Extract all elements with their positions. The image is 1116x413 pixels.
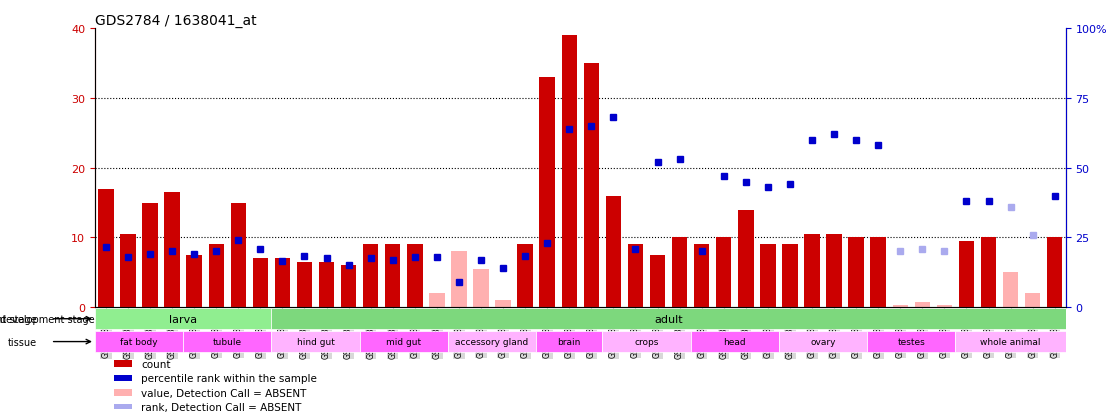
Bar <box>297 262 312 308</box>
Bar <box>848 238 864 308</box>
Bar <box>955 332 1066 352</box>
Bar <box>981 238 997 308</box>
Bar <box>340 266 356 308</box>
Bar <box>1024 294 1040 308</box>
Bar <box>448 332 536 352</box>
Text: value, Detection Call = ABSENT: value, Detection Call = ABSENT <box>142 388 307 398</box>
Bar <box>805 235 820 308</box>
Text: GDS2784 / 1638041_at: GDS2784 / 1638041_at <box>95 14 257 28</box>
Bar <box>271 309 1066 329</box>
Bar <box>779 332 867 352</box>
Text: adult: adult <box>654 314 683 324</box>
Bar <box>209 245 224 308</box>
Bar <box>716 238 731 308</box>
Bar <box>650 255 665 308</box>
Text: head: head <box>723 337 747 346</box>
Bar <box>536 332 603 352</box>
Text: tubule: tubule <box>213 337 242 346</box>
Bar <box>275 259 290 308</box>
Bar <box>915 302 930 308</box>
Bar <box>183 332 271 352</box>
Bar <box>95 332 183 352</box>
Bar <box>164 192 180 308</box>
Bar <box>385 245 401 308</box>
Bar <box>606 196 622 308</box>
Bar <box>496 301 511 308</box>
Text: hind gut: hind gut <box>297 337 335 346</box>
Bar <box>430 294 444 308</box>
Text: percentile rank within the sample: percentile rank within the sample <box>142 373 317 383</box>
Bar <box>782 245 798 308</box>
Text: fat body: fat body <box>121 337 157 346</box>
Bar <box>319 262 335 308</box>
Bar <box>518 245 532 308</box>
Bar <box>407 245 423 308</box>
Bar <box>271 332 359 352</box>
Bar <box>691 332 779 352</box>
Bar <box>95 309 271 329</box>
Bar <box>694 245 710 308</box>
Bar <box>114 389 132 396</box>
Bar <box>143 203 157 308</box>
Bar <box>561 36 577 308</box>
Text: brain: brain <box>558 337 581 346</box>
Text: mid gut: mid gut <box>386 337 422 346</box>
Text: rank, Detection Call = ABSENT: rank, Detection Call = ABSENT <box>142 402 301 412</box>
Bar <box>359 332 448 352</box>
Bar <box>738 210 753 308</box>
Bar <box>252 259 268 308</box>
Text: accessory gland: accessory gland <box>455 337 529 346</box>
Bar <box>473 269 489 308</box>
Bar <box>1003 273 1018 308</box>
Bar <box>672 238 687 308</box>
Bar <box>959 241 974 308</box>
Bar <box>114 404 132 411</box>
Bar <box>867 332 955 352</box>
Bar <box>186 255 202 308</box>
Bar <box>98 189 114 308</box>
Text: ovary: ovary <box>810 337 836 346</box>
Bar <box>114 361 132 367</box>
Text: larva: larva <box>169 314 198 324</box>
Text: whole animal: whole animal <box>980 337 1041 346</box>
Bar <box>870 238 886 308</box>
Bar <box>826 235 841 308</box>
Text: testes: testes <box>897 337 925 346</box>
Bar <box>628 245 643 308</box>
Bar <box>584 64 599 308</box>
Bar <box>114 375 132 382</box>
Bar <box>1047 238 1062 308</box>
Bar <box>231 203 246 308</box>
Bar <box>451 252 466 308</box>
Text: development stage: development stage <box>0 314 37 324</box>
Bar <box>936 306 952 308</box>
Text: tissue: tissue <box>8 337 37 347</box>
Text: crops: crops <box>634 337 658 346</box>
Bar <box>363 245 378 308</box>
Bar <box>603 332 691 352</box>
Bar <box>893 306 908 308</box>
Text: count: count <box>142 359 171 369</box>
Bar <box>760 245 776 308</box>
Text: development stage: development stage <box>0 314 95 324</box>
Bar <box>539 78 555 308</box>
Bar <box>121 235 136 308</box>
